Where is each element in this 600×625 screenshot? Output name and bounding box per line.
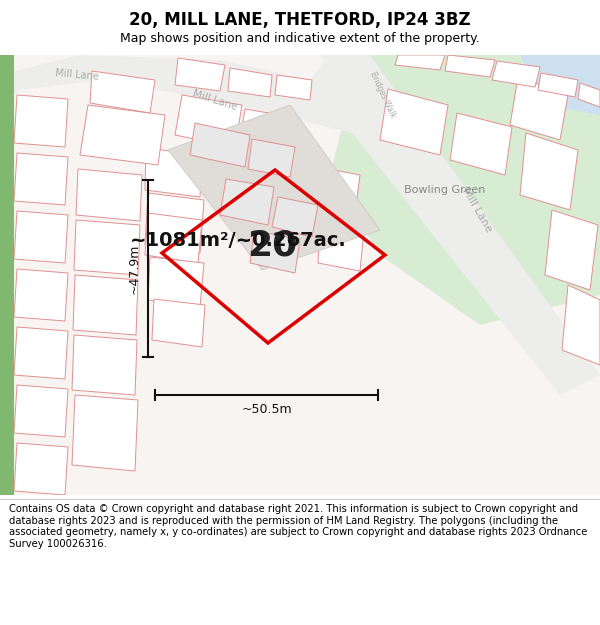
Polygon shape	[175, 58, 225, 91]
Polygon shape	[562, 285, 600, 365]
Polygon shape	[14, 443, 68, 495]
Polygon shape	[578, 83, 600, 107]
Polygon shape	[76, 169, 142, 221]
Text: Bowling Green: Bowling Green	[404, 185, 485, 195]
Polygon shape	[318, 223, 364, 271]
Polygon shape	[0, 55, 380, 135]
Text: Map shows position and indicative extent of the property.: Map shows position and indicative extent…	[120, 32, 480, 45]
Polygon shape	[80, 105, 165, 165]
Text: 20, MILL LANE, THETFORD, IP24 3BZ: 20, MILL LANE, THETFORD, IP24 3BZ	[129, 11, 471, 29]
Polygon shape	[395, 55, 445, 70]
Polygon shape	[145, 148, 202, 197]
Polygon shape	[14, 211, 68, 263]
Polygon shape	[238, 109, 292, 159]
Polygon shape	[152, 299, 205, 347]
Polygon shape	[492, 61, 540, 87]
Text: Bridges Walk: Bridges Walk	[368, 71, 397, 119]
Polygon shape	[330, 55, 600, 325]
Polygon shape	[320, 55, 430, 185]
Polygon shape	[14, 327, 68, 379]
Text: Contains OS data © Crown copyright and database right 2021. This information is : Contains OS data © Crown copyright and d…	[9, 504, 587, 549]
Polygon shape	[248, 139, 295, 177]
Polygon shape	[520, 133, 578, 210]
Polygon shape	[145, 213, 202, 263]
Polygon shape	[14, 269, 68, 321]
Polygon shape	[74, 220, 140, 275]
Polygon shape	[14, 95, 68, 147]
Polygon shape	[275, 75, 312, 100]
Text: Mill Lane: Mill Lane	[191, 88, 239, 112]
Polygon shape	[315, 167, 360, 213]
Text: ~47.9m: ~47.9m	[128, 243, 141, 294]
Polygon shape	[145, 193, 204, 253]
Polygon shape	[272, 197, 318, 237]
Polygon shape	[90, 71, 155, 113]
Text: ~50.5m: ~50.5m	[241, 403, 292, 416]
Polygon shape	[538, 73, 578, 97]
Text: 20: 20	[247, 228, 298, 262]
Polygon shape	[310, 55, 600, 395]
Polygon shape	[148, 257, 204, 307]
Polygon shape	[450, 113, 512, 175]
Polygon shape	[228, 68, 272, 97]
Polygon shape	[250, 231, 300, 273]
Polygon shape	[168, 105, 380, 270]
Text: Mill Lane: Mill Lane	[460, 186, 493, 234]
Polygon shape	[520, 55, 600, 115]
Polygon shape	[190, 123, 250, 167]
Polygon shape	[510, 77, 568, 140]
Polygon shape	[445, 55, 495, 77]
Text: Mill Lane: Mill Lane	[55, 68, 100, 82]
Polygon shape	[72, 395, 138, 471]
Polygon shape	[545, 210, 598, 290]
Polygon shape	[14, 385, 68, 437]
Polygon shape	[73, 275, 138, 335]
Polygon shape	[220, 179, 274, 225]
Polygon shape	[380, 89, 448, 155]
Polygon shape	[14, 153, 68, 205]
Polygon shape	[0, 55, 14, 495]
Polygon shape	[175, 95, 242, 147]
Polygon shape	[72, 335, 137, 395]
Text: ~1081m²/~0.267ac.: ~1081m²/~0.267ac.	[130, 231, 347, 249]
